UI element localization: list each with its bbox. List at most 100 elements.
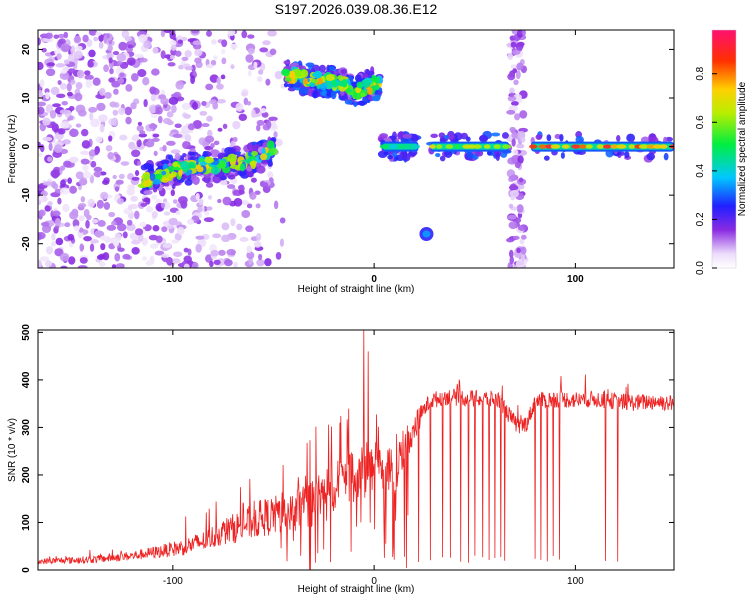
noise-speckle xyxy=(269,48,277,56)
noise-speckle xyxy=(47,201,53,206)
upper-trace-core xyxy=(336,80,346,87)
noise-speckle xyxy=(177,196,188,205)
noise-speckle xyxy=(71,208,79,217)
snr-frame xyxy=(37,329,675,571)
noise-speckle xyxy=(38,61,44,71)
noise-speckle xyxy=(67,233,75,241)
spectrogram-y-label: Frequency (Hz) xyxy=(7,115,18,184)
descending-trace-core xyxy=(152,178,161,185)
noise-speckle xyxy=(260,107,267,114)
noise-speckle xyxy=(183,113,191,119)
descending-trace-speckle xyxy=(248,142,253,152)
noise-speckle xyxy=(162,243,172,249)
noise-speckle xyxy=(136,139,142,148)
snr-x-label: Height of straight line (km) xyxy=(298,584,415,595)
zero-line-segment-2-core xyxy=(468,144,476,149)
zero-line-segment-3-core xyxy=(646,144,656,149)
descending-trace-core xyxy=(218,160,227,169)
noise-speckle xyxy=(157,115,163,124)
noise-speckle xyxy=(127,44,134,49)
y-tick-label: 10 xyxy=(21,92,32,104)
zero-line-segment-1-halo xyxy=(387,154,393,160)
noise-speckle xyxy=(63,160,72,168)
colorbar xyxy=(712,30,736,268)
zero-line-segment-2-core xyxy=(462,144,472,149)
noise-speckle xyxy=(258,253,263,261)
descending-trace-core xyxy=(186,161,197,170)
noise-speckle xyxy=(68,105,75,112)
zero-line-segment-1-halo xyxy=(389,135,397,141)
upper-trace-speckle xyxy=(312,90,318,99)
noise-speckle xyxy=(78,227,84,233)
upper-trace-speckle xyxy=(371,94,381,102)
descending-trace-core xyxy=(251,151,259,157)
noise-speckle xyxy=(184,49,192,58)
upper-trace-core xyxy=(289,70,296,80)
descending-trace-core xyxy=(204,156,215,164)
noise-speckle xyxy=(183,263,190,268)
noise-speckle xyxy=(99,123,105,133)
zero-line-segment-2-halo xyxy=(479,135,489,143)
x-tick-label: 100 xyxy=(567,576,584,587)
noise-speckle xyxy=(89,111,94,121)
zero-line-segment-1-core xyxy=(397,144,406,149)
noise-speckle xyxy=(63,59,70,65)
noise-speckle xyxy=(191,262,199,268)
noise-speckle xyxy=(88,49,96,58)
noise-speckle xyxy=(221,234,231,243)
zero-line-segment-3-core xyxy=(610,144,619,149)
noise-speckle xyxy=(38,152,43,158)
noise-speckle xyxy=(118,173,125,180)
stripe-speckle xyxy=(520,234,527,240)
noise-speckle xyxy=(108,57,113,64)
noise-speckle xyxy=(102,252,110,261)
stripe-speckle xyxy=(510,174,517,181)
zero-line-segment-1-core xyxy=(412,144,420,149)
upper-trace-core xyxy=(291,78,296,85)
x-tick-label: -100 xyxy=(163,576,183,587)
noise-speckle xyxy=(58,38,66,45)
noise-speckle xyxy=(46,62,56,67)
noise-speckle xyxy=(98,34,104,42)
upper-trace-core xyxy=(331,79,337,86)
noise-speckle xyxy=(161,226,168,233)
noise-speckle xyxy=(152,46,159,54)
noise-speckle xyxy=(194,48,203,57)
noise-speckle xyxy=(255,203,261,209)
noise-speckle xyxy=(256,259,265,267)
zero-line-segment-3-core xyxy=(579,144,587,149)
noise-speckle xyxy=(38,199,42,206)
noise-speckle xyxy=(39,256,50,262)
noise-speckle xyxy=(96,102,106,112)
zero-line-segment-2-halo xyxy=(501,132,509,139)
stripe-speckle xyxy=(512,49,521,55)
stripe-speckle xyxy=(509,126,516,133)
noise-speckle xyxy=(217,198,222,204)
noise-speckle xyxy=(118,107,126,115)
noise-speckle xyxy=(160,202,166,209)
noise-speckle xyxy=(175,80,184,90)
noise-speckle xyxy=(205,64,214,69)
noise-speckle xyxy=(266,120,272,129)
stripe-speckle xyxy=(506,109,516,115)
noise-speckle xyxy=(109,101,117,108)
noise-speckle xyxy=(155,106,163,115)
noise-speckle xyxy=(141,237,148,246)
noise-speckle xyxy=(113,238,120,248)
noise-speckle xyxy=(145,260,153,266)
noise-speckle xyxy=(116,53,127,62)
noise-speckle xyxy=(59,82,67,90)
noise-speckle xyxy=(201,123,210,128)
snr-plot-area xyxy=(38,330,674,570)
noise-speckle xyxy=(139,221,147,228)
noise-speckle xyxy=(93,166,103,173)
zero-line-segment-1-core xyxy=(389,144,398,149)
zero-line-segment-1-halo xyxy=(402,133,413,139)
noise-speckle xyxy=(134,210,140,220)
zero-line-segment-3-core xyxy=(616,144,627,149)
noise-speckle xyxy=(206,115,213,122)
noise-speckle xyxy=(131,176,140,181)
noise-speckle xyxy=(247,47,255,55)
noise-speckle xyxy=(46,246,54,255)
